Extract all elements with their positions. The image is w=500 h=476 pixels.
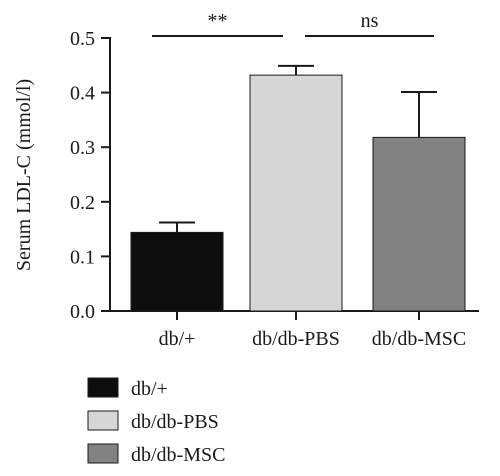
legend-swatch (87, 377, 119, 398)
y-tick-label: 0.0 (70, 301, 95, 323)
bar-series (130, 74, 466, 312)
significance-annotations: ** ns (152, 10, 434, 37)
x-tick-label: db/db-PBS (252, 328, 340, 350)
x-tick-label: db/db-MSC (372, 328, 466, 350)
legend-swatch (87, 443, 119, 464)
legend-label: db/db-MSC (131, 444, 225, 466)
y-tick-label: 0.1 (70, 246, 95, 268)
significance-label: ** (208, 10, 228, 32)
legend-label: db/+ (131, 378, 168, 400)
x-tick-label: db/+ (159, 328, 196, 350)
significance-label: ns (361, 10, 379, 32)
bar (249, 74, 343, 312)
y-axis-label: Serum LDL-C (mmol/l) (13, 79, 35, 271)
y-tick-label: 0.3 (70, 137, 95, 159)
bar (130, 231, 224, 312)
legend-swatch (87, 410, 119, 431)
bar (372, 136, 466, 312)
legend: db/+ db/db-PBS db/db-MSC (87, 377, 225, 466)
y-tick-label: 0.2 (70, 192, 95, 214)
y-tick-label: 0.4 (70, 83, 95, 105)
y-tick-label: 0.5 (70, 28, 95, 50)
legend-label: db/db-PBS (131, 411, 219, 433)
x-axis: db/+ db/db-PBS db/db-MSC (109, 310, 479, 350)
y-axis: 0.0 0.1 0.2 0.3 0.4 0.5 (70, 28, 111, 323)
error-bars (159, 64, 437, 233)
